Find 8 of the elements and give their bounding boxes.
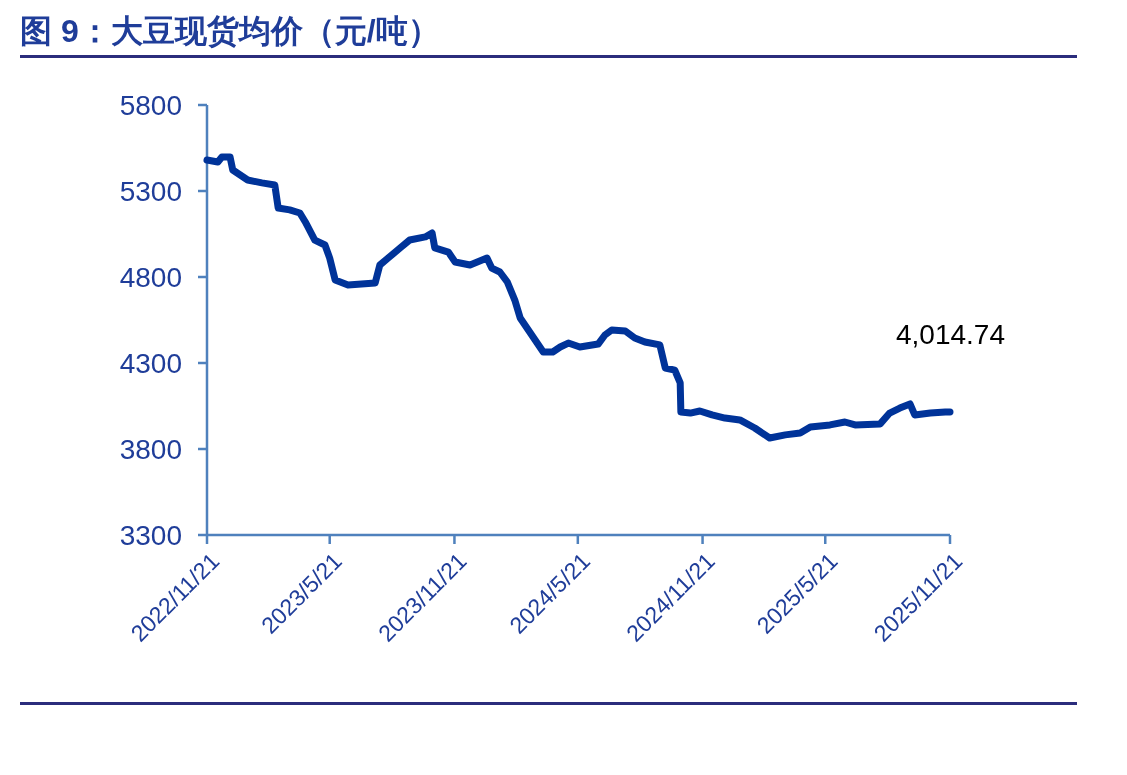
y-tick-label: 4800 bbox=[119, 261, 182, 293]
y-tick-label: 5300 bbox=[119, 175, 182, 207]
chart-title: 图 9：大豆现货均价（元/吨） bbox=[20, 13, 440, 49]
annotation: 4,014.74 bbox=[896, 319, 1005, 351]
y-tick-label: 4300 bbox=[119, 347, 182, 379]
y-tick-label: 3800 bbox=[119, 433, 182, 465]
y-tick-label: 3300 bbox=[119, 519, 182, 551]
y-tick-label: 5800 bbox=[119, 89, 182, 121]
